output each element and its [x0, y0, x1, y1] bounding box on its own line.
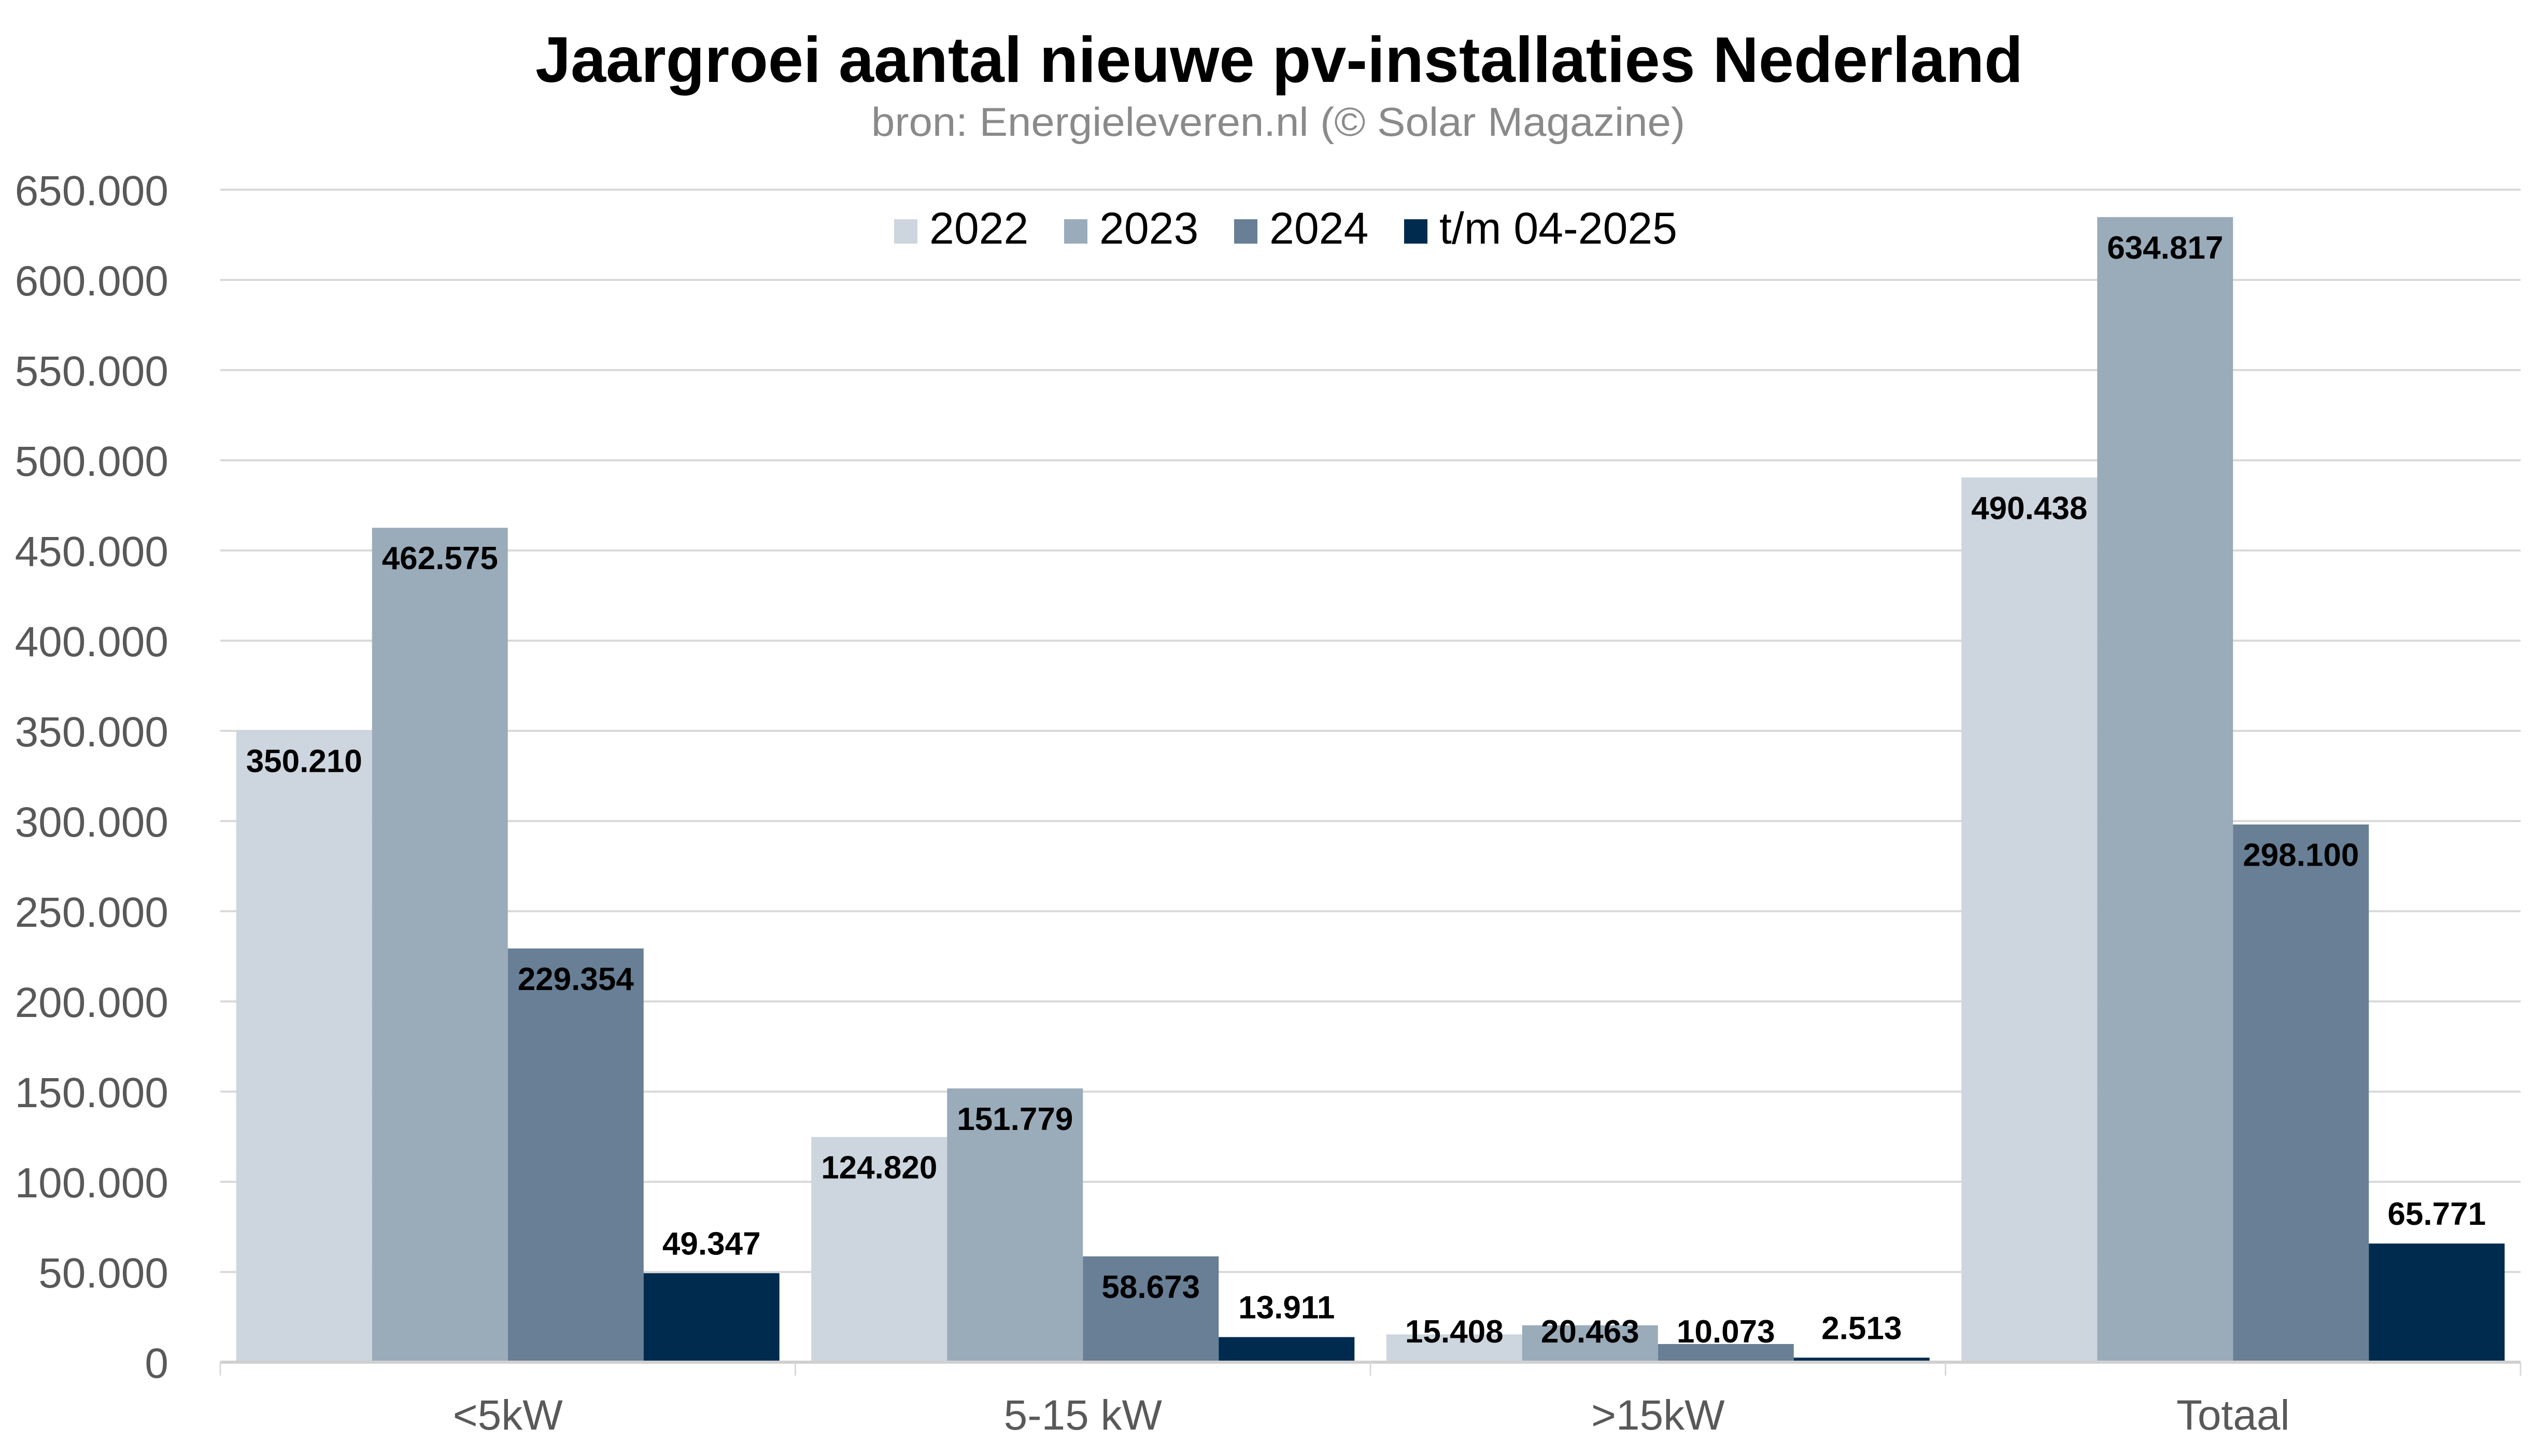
legend-swatch — [1404, 219, 1427, 244]
bar — [1793, 1358, 1930, 1362]
bar — [947, 1088, 1083, 1362]
bars — [236, 217, 2505, 1362]
bar — [236, 730, 372, 1362]
bar — [1658, 1344, 1794, 1362]
y-axis-tick-labels: 0 50.000 100.000 150.000 200.000 250.000 300.0… — [15, 167, 168, 1387]
bar — [1219, 1337, 1355, 1362]
y-tick-label: 450.000 — [15, 528, 168, 575]
legend-item: 2022 — [894, 204, 1028, 253]
chart-title: Jaargroei aantal nieuwe pv-installaties … — [535, 24, 2023, 96]
data-label: 10.073 — [1677, 1314, 1775, 1350]
y-tick-label: 150.000 — [15, 1069, 168, 1116]
y-tick-label: 500.000 — [15, 438, 168, 485]
data-label: 124.820 — [821, 1150, 937, 1186]
y-tick-label: 400.000 — [15, 618, 168, 666]
x-axis — [219, 1361, 2522, 1376]
x-tick-label: 5-15 kW — [1004, 1392, 1163, 1439]
bar — [507, 948, 644, 1362]
bar — [1083, 1256, 1219, 1362]
y-tick-label: 200.000 — [15, 979, 168, 1026]
y-tick-label: 250.000 — [15, 889, 168, 936]
y-tick-label: 350.000 — [15, 709, 168, 756]
data-label: 490.438 — [1971, 490, 2087, 526]
data-label: 350.210 — [246, 743, 362, 779]
data-label: 49.347 — [662, 1226, 761, 1262]
x-tick-label: Totaal — [2176, 1392, 2290, 1439]
bar — [1386, 1334, 1522, 1362]
data-label: 462.575 — [382, 541, 498, 576]
legend-swatch — [894, 219, 917, 244]
x-tick-label: <5kW — [453, 1392, 563, 1439]
data-label: 2.513 — [1821, 1310, 1902, 1346]
x-tick-label: >15kW — [1591, 1392, 1725, 1439]
y-tick-label: 300.000 — [15, 799, 168, 846]
data-label: 229.354 — [518, 962, 634, 997]
legend-label: 2022 — [929, 204, 1028, 253]
legend-label: t/m 04-2025 — [1439, 204, 1677, 253]
chart-subtitle: bron: Energieleveren.nl (© Solar Magazin… — [871, 99, 1685, 145]
data-label: 298.100 — [2243, 838, 2359, 873]
bar — [372, 528, 508, 1362]
y-tick-label: 50.000 — [38, 1250, 168, 1297]
bar — [643, 1273, 780, 1362]
data-label: 20.463 — [1541, 1314, 1639, 1350]
data-label: 15.408 — [1405, 1314, 1504, 1350]
legend: 2022 2023 2024 t/m 04-2025 — [894, 204, 1677, 253]
data-labels: 350.210 124.820 15.408 490.438 462.575 151.77… — [246, 230, 2486, 1350]
data-label: 58.673 — [1101, 1269, 1200, 1305]
y-tick-label: 0 — [145, 1340, 168, 1387]
bar — [2233, 824, 2369, 1362]
bar — [2369, 1243, 2505, 1362]
data-label: 65.771 — [2387, 1196, 2486, 1232]
bar — [811, 1137, 947, 1362]
legend-item: 2024 — [1234, 204, 1368, 253]
y-tick-label: 100.000 — [15, 1160, 168, 1207]
y-tick-label: 600.000 — [15, 258, 168, 305]
bar — [2097, 217, 2233, 1362]
legend-item: 2023 — [1064, 204, 1198, 253]
y-tick-label: 550.000 — [15, 348, 168, 395]
bar — [1961, 477, 2098, 1362]
legend-label: 2024 — [1269, 204, 1368, 253]
legend-item: t/m 04-2025 — [1404, 204, 1677, 253]
x-axis-tick-labels: <5kW 5-15 kW >15kW Totaal — [453, 1392, 2290, 1439]
y-tick-label: 650.000 — [15, 167, 168, 215]
legend-swatch — [1234, 219, 1257, 244]
data-label: 13.911 — [1238, 1290, 1335, 1326]
legend-swatch — [1064, 219, 1087, 244]
legend-label: 2023 — [1099, 204, 1198, 253]
bar — [1522, 1325, 1658, 1362]
data-label: 151.779 — [957, 1101, 1073, 1137]
data-label: 634.817 — [2107, 230, 2223, 266]
